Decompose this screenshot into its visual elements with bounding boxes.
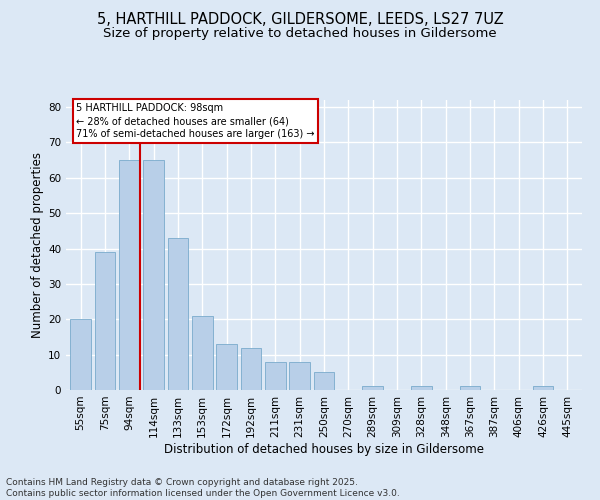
Bar [289, 362, 310, 390]
Y-axis label: Number of detached properties: Number of detached properties [31, 152, 44, 338]
Bar [265, 362, 286, 390]
Bar [314, 372, 334, 390]
X-axis label: Distribution of detached houses by size in Gildersome: Distribution of detached houses by size … [164, 442, 484, 456]
Bar [119, 160, 140, 390]
Bar [143, 160, 164, 390]
Text: Contains HM Land Registry data © Crown copyright and database right 2025.
Contai: Contains HM Land Registry data © Crown c… [6, 478, 400, 498]
Bar [70, 320, 91, 390]
Bar [167, 238, 188, 390]
Text: 5, HARTHILL PADDOCK, GILDERSOME, LEEDS, LS27 7UZ: 5, HARTHILL PADDOCK, GILDERSOME, LEEDS, … [97, 12, 503, 28]
Bar [192, 316, 212, 390]
Bar [533, 386, 553, 390]
Bar [216, 344, 237, 390]
Bar [411, 386, 432, 390]
Bar [460, 386, 481, 390]
Bar [241, 348, 262, 390]
Text: Size of property relative to detached houses in Gildersome: Size of property relative to detached ho… [103, 28, 497, 40]
Bar [362, 386, 383, 390]
Bar [95, 252, 115, 390]
Text: 5 HARTHILL PADDOCK: 98sqm
← 28% of detached houses are smaller (64)
71% of semi-: 5 HARTHILL PADDOCK: 98sqm ← 28% of detac… [76, 103, 315, 140]
